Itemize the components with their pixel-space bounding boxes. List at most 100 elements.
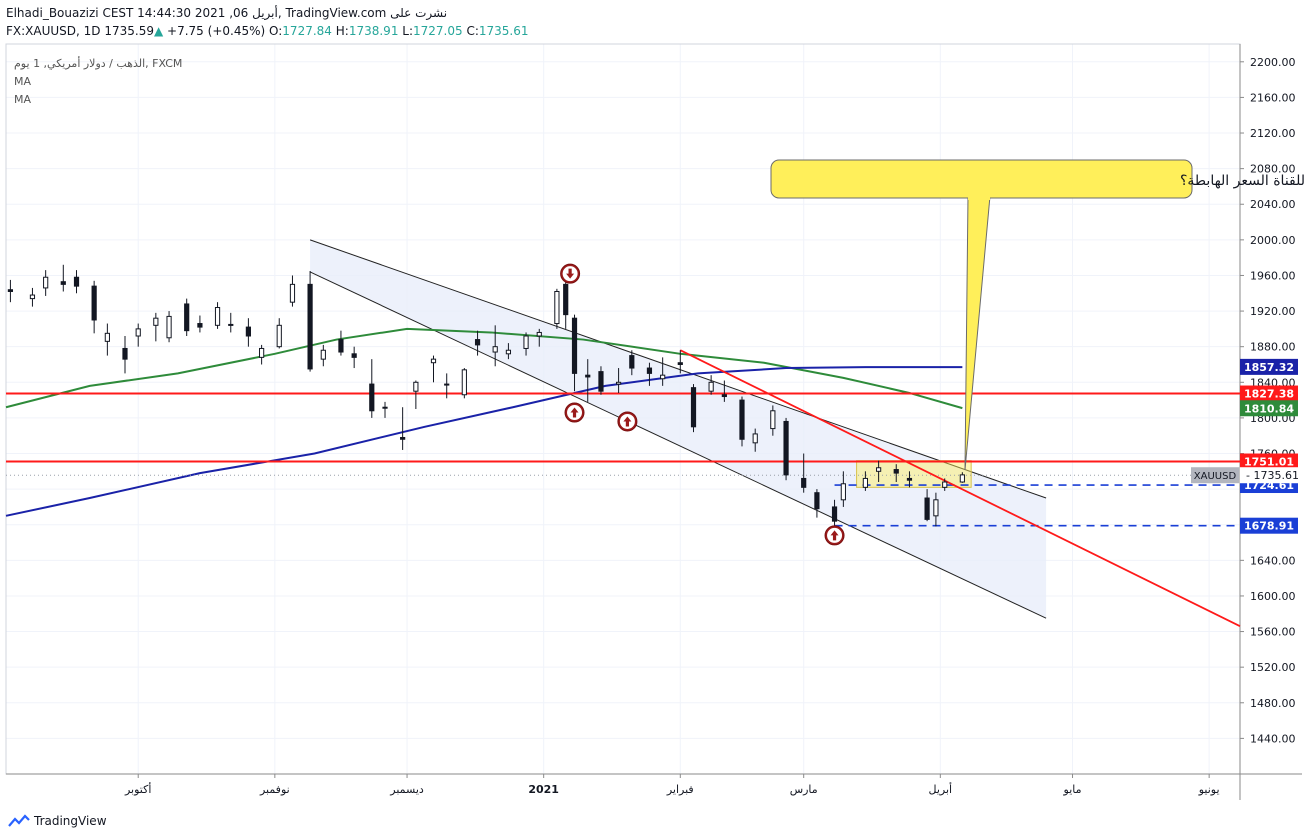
open-label: O: — [269, 24, 283, 38]
callout-joint — [968, 192, 990, 200]
close-value: 1735.61 — [478, 24, 529, 38]
candle-body — [91, 285, 97, 321]
price-tick-label: 1560.00 — [1250, 626, 1296, 639]
candle-body — [492, 346, 498, 353]
price-tag-label: - 1735.61 — [1246, 469, 1299, 482]
candle-body — [708, 381, 714, 392]
candle-body — [461, 369, 467, 396]
candle-body — [214, 307, 221, 326]
candle-body — [959, 474, 965, 483]
candle-body — [571, 317, 578, 374]
price-tick-label: 2120.00 — [1250, 127, 1296, 140]
candle-body — [660, 374, 666, 380]
price-tick-label: 2200.00 — [1250, 56, 1296, 69]
brand-name: TradingView — [34, 814, 107, 828]
symbol-tag-label: XAUUSD — [1194, 471, 1237, 482]
candle-body — [382, 406, 388, 409]
candle-body — [876, 467, 882, 472]
pivot-down-arrow-icon — [560, 263, 581, 284]
candle-body — [474, 339, 481, 346]
indicator-legend: الذهب / دولار أمريكي, 1 يوم, FXCM MA MA — [14, 55, 182, 109]
candle-body — [862, 477, 868, 488]
publish-header: Elhadi_Bouazizi CEST 14:44:30 2021 ,06 أ… — [6, 6, 447, 20]
time-tick-label: أكتوبر — [124, 782, 151, 796]
price-tick-label: 1880.00 — [1250, 341, 1296, 354]
symbol-label: FX:XAUUSD, 1D — [6, 24, 101, 38]
candle-body — [245, 326, 251, 337]
candle-body — [276, 324, 282, 348]
candle-body — [690, 387, 697, 428]
time-tick-label: نوفمبر — [259, 783, 290, 796]
candle-body — [629, 355, 635, 369]
candle-body — [43, 276, 49, 289]
candle-body — [400, 436, 406, 440]
candle-body — [259, 347, 265, 358]
time-tick-label: يونيو — [1198, 783, 1220, 796]
channel-upper-line — [309, 239, 1047, 499]
low-value: 1727.05 — [413, 24, 463, 38]
candle-body — [184, 303, 190, 332]
candle-body — [615, 381, 622, 385]
candle-body — [831, 506, 838, 522]
price-change: +7.75 (+0.45%) — [167, 24, 266, 38]
time-tick-label: ديسمبر — [389, 783, 424, 796]
candle-body — [166, 315, 172, 339]
candle-body — [814, 492, 820, 510]
candle-body — [197, 323, 203, 328]
candle-body — [554, 290, 560, 325]
up-arrow-icon: ▲ — [153, 24, 164, 38]
candle-body — [770, 410, 776, 430]
pivot-up-arrow-icon — [564, 402, 585, 423]
pivot-up-arrow-icon — [617, 411, 638, 432]
candle-body — [523, 335, 529, 349]
candle-body — [721, 394, 727, 398]
red-trendline — [679, 349, 1241, 628]
candle-body — [7, 289, 14, 292]
moving-average-blue — [5, 366, 963, 517]
ohlc-header: FX:XAUUSD, 1D 1735.59▲ +7.75 (+0.45%) O:… — [6, 24, 529, 38]
price-tag-1810.84: 1810.84 — [1240, 400, 1298, 417]
channel-lower-line — [309, 271, 1047, 619]
candle-body — [60, 281, 66, 285]
time-tick-label: مايو — [1063, 783, 1082, 796]
candle-body — [646, 367, 653, 374]
price-tick-label: 1600.00 — [1250, 590, 1296, 603]
price-tag-label: 1678.91 — [1244, 520, 1294, 533]
candle-body — [783, 420, 789, 476]
candle-body — [338, 339, 344, 353]
callout-pointer — [964, 195, 991, 471]
price-tag-1827.38: 1827.38 — [1240, 385, 1298, 402]
candle-body — [73, 276, 80, 287]
ma-label-1[interactable]: MA — [14, 75, 32, 88]
candle-body — [942, 481, 948, 488]
callout-text: هل تتشكل نقطة الارتكاز الرابعة للقناة ال… — [1180, 173, 1308, 189]
ma-label-2[interactable]: MA — [14, 93, 32, 106]
tradingview-logo[interactable]: TradingView — [8, 814, 107, 828]
close-label: C: — [466, 24, 479, 38]
price-tick-label: 1920.00 — [1250, 305, 1296, 318]
time-tick-label: أبريل — [929, 782, 953, 796]
price-tag-label: 1810.84 — [1244, 402, 1294, 415]
candle-body — [585, 374, 591, 378]
tradingview-icon — [8, 814, 30, 828]
time-tick-label: 2021 — [528, 783, 559, 796]
candle-body — [893, 469, 899, 474]
candles — [7, 264, 965, 529]
candle-body — [739, 399, 745, 440]
moving-average-green — [5, 327, 963, 410]
price-tick-label: 2040.00 — [1250, 198, 1296, 211]
price-tag-1735.61: XAUUSD - 1735.61 — [1191, 467, 1299, 484]
candle-body — [505, 349, 512, 355]
candle-body — [536, 331, 542, 337]
candle-body — [289, 283, 296, 303]
time-tick-label: فبراير — [666, 783, 694, 796]
candle-body — [104, 332, 110, 342]
channel-area — [310, 239, 1047, 619]
last-price: 1735.59 — [104, 24, 154, 38]
candle-body — [351, 353, 357, 358]
candle-body — [444, 383, 450, 386]
publish-info: Elhadi_Bouazizi CEST 14:44:30 2021 ,06 أ… — [6, 6, 448, 20]
price-tick-label: 2000.00 — [1250, 234, 1296, 247]
candle-body — [29, 294, 36, 300]
